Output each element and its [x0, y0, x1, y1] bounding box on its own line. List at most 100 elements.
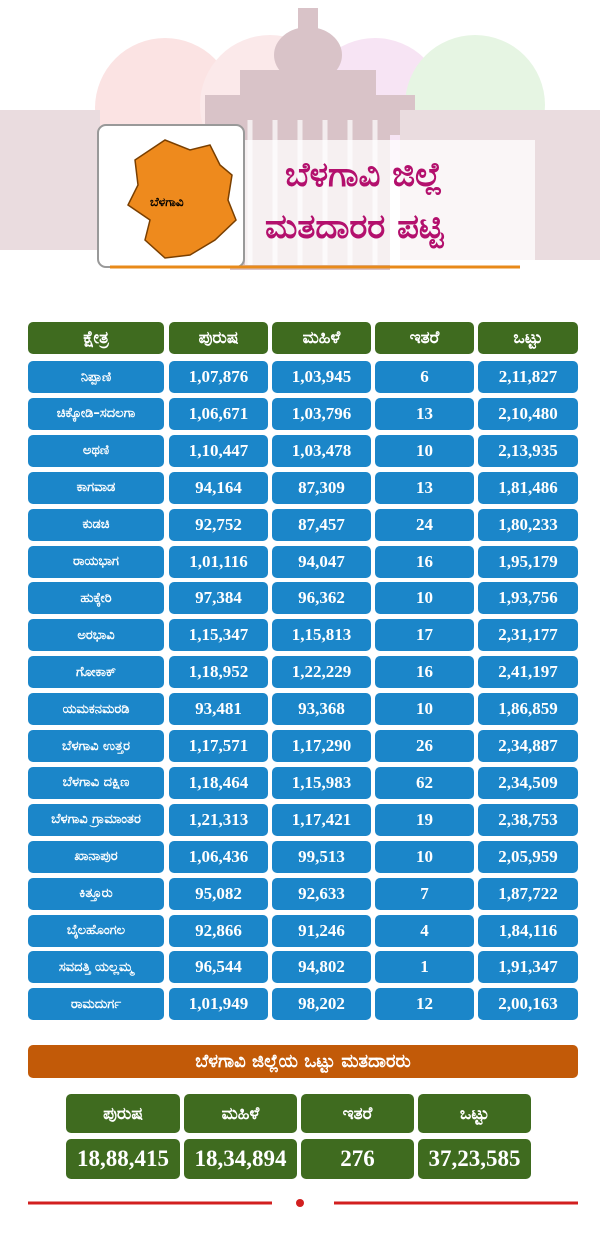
table-cell: 4	[375, 914, 474, 947]
summary-value: 18,34,894	[184, 1139, 297, 1179]
constituency-name: ಗೋಕಾಕ್	[28, 656, 164, 689]
table-cell: 7	[375, 877, 474, 910]
summary-title: ಬೆಳಗಾವಿ ಜಿಲ್ಲೆಯ ಒಟ್ಟು ಮತದಾರರು	[28, 1045, 578, 1078]
table-cell: 96,544	[169, 951, 268, 984]
rule-dot	[296, 1199, 304, 1207]
column-header: ಒಟ್ಟು	[478, 322, 578, 354]
district-map	[127, 139, 237, 259]
table-cell: 13	[375, 471, 474, 504]
constituency-name: ಕಾಗವಾಡ	[28, 471, 164, 504]
table-cell: 1,06,671	[169, 397, 268, 430]
table-cell: 93,368	[272, 693, 371, 726]
constituency-name: ಯಮಕನಮರಡಿ	[28, 693, 164, 726]
table-cell: 1,15,347	[169, 619, 268, 652]
table-cell: 13	[375, 397, 474, 430]
table-cell: 1,15,983	[272, 766, 371, 799]
column-header: ಪುರುಷ	[169, 322, 268, 354]
table-cell: 87,309	[272, 471, 371, 504]
constituency-name: ಅರಭಾವಿ	[28, 619, 164, 652]
table-cell: 1,03,945	[272, 361, 371, 393]
table-cell: 1,17,290	[272, 730, 371, 762]
table-cell: 1,93,756	[478, 582, 578, 615]
table-cell: 94,802	[272, 951, 371, 984]
title-line: ಮತದಾರರ ಪಟ್ಟಿ	[265, 207, 444, 247]
table-cell: 24	[375, 508, 474, 541]
constituency-name: ಬೆಳಗಾವಿ ಗ್ರಾಮಾಂತರ	[28, 803, 164, 836]
table-cell: 10	[375, 840, 474, 873]
constituency-name: ಬೈಲಹೊಂಗಲ	[28, 914, 164, 947]
column-header: ಮಹಿಳೆ	[272, 322, 371, 354]
constituency-name: ಖಾನಾಪುರ	[28, 840, 164, 873]
constituency-name: ರಾಯಭಾಗ	[28, 545, 164, 578]
table-cell: 96,362	[272, 582, 371, 615]
table-cell: 1,95,179	[478, 545, 578, 578]
column-header: ಇತರೆ	[375, 322, 474, 354]
table-cell: 1,91,347	[478, 951, 578, 984]
constituency-name: ಚಿಕ್ಕೋಡಿ–ಸದಲಗಾ	[28, 397, 164, 430]
table-cell: 62	[375, 766, 474, 799]
table-cell: 99,513	[272, 840, 371, 873]
table-cell: 2,05,959	[478, 840, 578, 873]
table-cell: 87,457	[272, 508, 371, 541]
constituency-name: ನಿಪ್ಪಾಣಿ	[28, 361, 164, 393]
title-line: ಬೆಳಗಾವಿ ಜಿಲ್ಲೆ	[285, 155, 443, 195]
constituency-name: ಅಥಣಿ	[28, 434, 164, 467]
constituency-name: ಸವದತ್ತಿ ಯಲ್ಲಮ್ಮ	[28, 951, 164, 984]
table-cell: 1,10,447	[169, 434, 268, 467]
table-cell: 10	[375, 582, 474, 615]
constituency-name: ಕುಡಚಿ	[28, 508, 164, 541]
table-cell: 94,164	[169, 471, 268, 504]
table-cell: 16	[375, 545, 474, 578]
table-cell: 1,80,233	[478, 508, 578, 541]
table-cell: 1,03,796	[272, 397, 371, 430]
table-cell: 1,01,949	[169, 988, 268, 1021]
table-cell: 1,07,876	[169, 361, 268, 393]
table-cell: 16	[375, 656, 474, 689]
table-cell: 2,34,887	[478, 730, 578, 762]
table-cell: 2,13,935	[478, 434, 578, 467]
table-cell: 1,86,859	[478, 693, 578, 726]
table-cell: 1,22,229	[272, 656, 371, 689]
table-cell: 1,84,116	[478, 914, 578, 947]
summary-header: ಒಟ್ಟು	[418, 1094, 531, 1133]
constituency-name: ಹುಕ್ಕೇರಿ	[28, 582, 164, 615]
summary-header: ಇತರೆ	[301, 1094, 414, 1133]
table-cell: 94,047	[272, 545, 371, 578]
column-header: ಕ್ಷೇತ್ರ	[28, 322, 164, 354]
table-cell: 1,15,813	[272, 619, 371, 652]
summary-value: 37,23,585	[418, 1139, 531, 1179]
constituency-name: ರಾಮದುರ್ಗ	[28, 988, 164, 1021]
table-cell: 92,866	[169, 914, 268, 947]
table-cell: 2,34,509	[478, 766, 578, 799]
table-cell: 12	[375, 988, 474, 1021]
table-cell: 2,38,753	[478, 803, 578, 836]
table-cell: 1,01,116	[169, 545, 268, 578]
table-cell: 92,752	[169, 508, 268, 541]
table-cell: 1,03,478	[272, 434, 371, 467]
constituency-name: ಬೆಳಗಾವಿ ಉತ್ತರ	[28, 730, 164, 762]
table-cell: 1,17,571	[169, 730, 268, 762]
table-cell: 19	[375, 803, 474, 836]
summary-header: ಮಹಿಳೆ	[184, 1094, 297, 1133]
table-cell: 97,384	[169, 582, 268, 615]
table-cell: 91,246	[272, 914, 371, 947]
table-cell: 26	[375, 730, 474, 762]
table-cell: 95,082	[169, 877, 268, 910]
table-cell: 10	[375, 434, 474, 467]
map-label: ಬೆಳಗಾವಿ	[150, 195, 184, 209]
table-cell: 10	[375, 693, 474, 726]
table-cell: 2,31,177	[478, 619, 578, 652]
table-cell: 92,633	[272, 877, 371, 910]
table-cell: 2,41,197	[478, 656, 578, 689]
header-art	[0, 8, 600, 270]
footer-rule	[28, 1199, 578, 1207]
table-cell: 1,17,421	[272, 803, 371, 836]
table-cell: 2,10,480	[478, 397, 578, 430]
summary-value: 18,88,415	[66, 1139, 180, 1179]
table-cell: 1,18,464	[169, 766, 268, 799]
constituency-name: ಬೆಳಗಾವಿ ದಕ್ಷಿಣ	[28, 766, 164, 799]
table-cell: 1	[375, 951, 474, 984]
table-cell: 6	[375, 361, 474, 393]
table-cell: 93,481	[169, 693, 268, 726]
